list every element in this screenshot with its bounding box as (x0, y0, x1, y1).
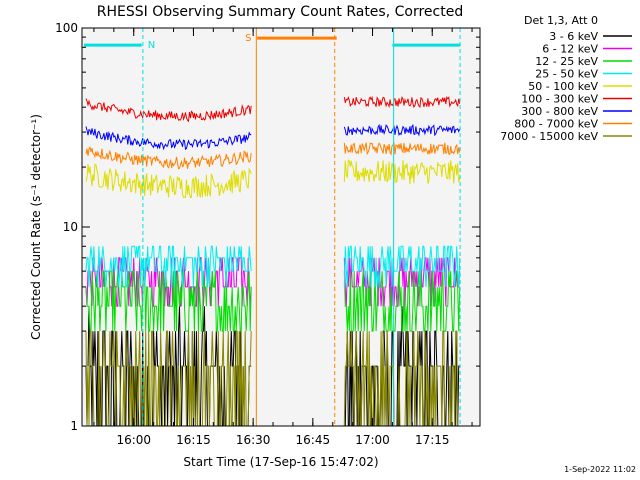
date-stamp: 1-Sep-2022 11:02 (564, 465, 636, 474)
y-axis-label: Corrected Count Rate (s⁻¹ detector⁻¹) (29, 114, 43, 340)
x-tick-label-16:15: 16:15 (176, 433, 211, 447)
legend-label-5: 50 - 100 keV (528, 80, 598, 93)
legend-header: Det 1,3, Att 0 (524, 14, 598, 27)
y-tick-label-100: 100 (55, 21, 78, 35)
legend-label-2: 6 - 12 keV (542, 43, 598, 56)
legend-label-6: 100 - 300 keV (521, 93, 598, 106)
legend-label-1: 3 - 6 keV (549, 30, 598, 43)
series-line-8-part-1 (85, 146, 252, 170)
legend-label-4: 25 - 50 keV (535, 68, 598, 81)
series-line-8-part-2 (343, 141, 461, 156)
marker-layer: NS (83, 28, 461, 426)
series-line-6-part-1 (85, 98, 252, 123)
series-line-3-part-1 (85, 270, 252, 332)
legend-label-9: 7000 - 15000 keV (500, 130, 598, 143)
y-tick-label-10: 10 (63, 220, 78, 234)
series-line-7-part-2 (343, 123, 461, 137)
series-line-5-part-1 (85, 163, 252, 199)
x-tick-label-17:00: 17:00 (355, 433, 390, 447)
x-axis-label: Start Time (17-Sep-16 15:47:02) (183, 455, 378, 469)
series-line-4-part-1 (85, 245, 252, 288)
tick-layer: 1 10 100 16:00 16:15 16:30 16:45 17:00 17:15 (55, 21, 480, 447)
series-line-5-part-2 (343, 159, 461, 185)
series-line-9-part-1 (85, 330, 252, 427)
legend-label-8: 800 - 7000 keV (514, 118, 598, 131)
plot-area (82, 28, 480, 426)
x-tick-label-16:45: 16:45 (296, 433, 331, 447)
x-tick-label-17:15: 17:15 (415, 433, 450, 447)
flag-label-N: N (148, 40, 155, 51)
legend-label-3: 12 - 25 keV (535, 55, 598, 68)
flag-label-S: S (245, 33, 251, 44)
x-tick-label-16:30: 16:30 (236, 433, 271, 447)
series-line-7-part-1 (85, 126, 252, 151)
y-tick-label-1: 1 (70, 419, 78, 433)
series-line-4-part-2 (343, 245, 461, 287)
x-tick-label-16:00: 16:00 (116, 433, 151, 447)
series-line-3-part-2 (343, 270, 461, 332)
chart-title: RHESSI Observing Summary Count Rates, Co… (97, 4, 463, 20)
series-line-6-part-2 (343, 95, 461, 109)
legend-label-7: 300 - 800 keV (521, 105, 598, 118)
